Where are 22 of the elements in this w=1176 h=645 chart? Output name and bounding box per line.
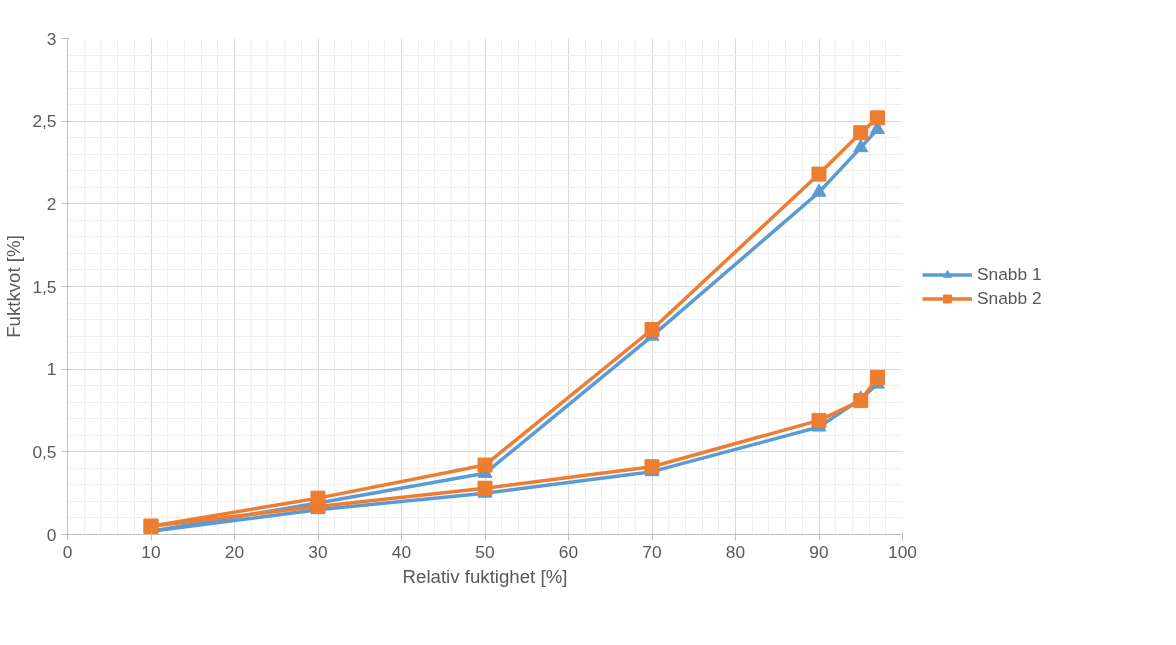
x-tick-label: 0 [62,541,73,562]
x-tick-label: 20 [224,541,245,562]
x-tick-label: 80 [725,541,746,562]
y-tick-label: 2 [46,193,57,214]
x-tick-label: 90 [809,541,829,562]
x-tick-label: 40 [391,541,412,562]
x-tick-label: 100 [888,541,917,562]
x-tick-label: 50 [475,541,495,562]
x-tick-label: 10 [141,541,161,562]
y-tick-label: 1 [46,359,57,380]
legend-label: Snabb 1 [977,263,1042,285]
y-axis-title: Fuktkvot [%] [3,235,25,338]
y-tick-label: 1,5 [32,276,57,297]
x-tick-label: 30 [308,541,328,562]
x-tick-label: 70 [642,541,662,562]
x-axis-title: Relativ fuktighet [%] [402,565,568,587]
y-tick-label: 2,5 [32,111,57,132]
y-tick-label: 0 [46,524,57,545]
legend-label: Snabb 2 [977,287,1042,309]
x-tick-label: 60 [558,541,579,562]
y-tick-label: 3 [46,28,57,49]
y-tick-label: 0,5 [32,441,57,462]
